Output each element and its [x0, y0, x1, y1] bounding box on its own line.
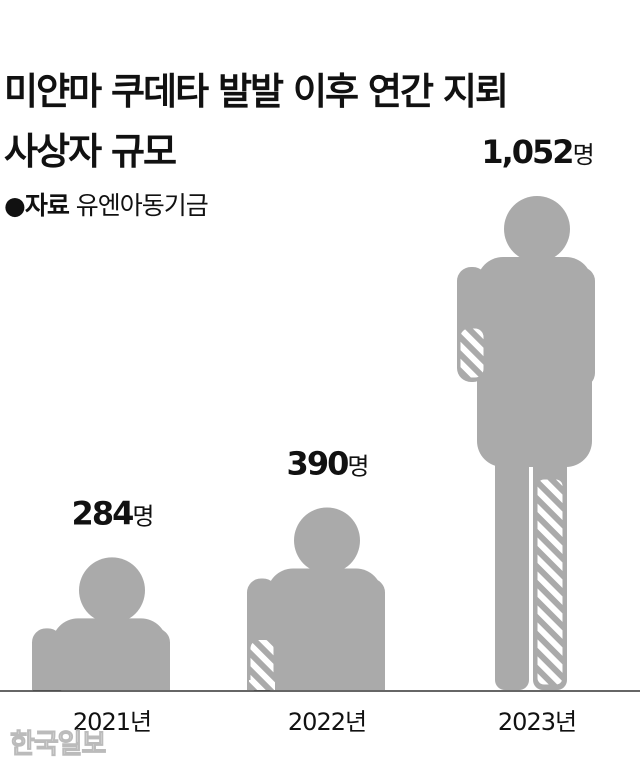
value-unit: 명 [132, 502, 152, 530]
value-number: 284 [72, 494, 134, 532]
value-number: 1,052 [481, 133, 572, 171]
figure-2022년 [247, 507, 385, 692]
x-tick-label: 2022년 [288, 708, 366, 736]
figure-left-arm-hatched [457, 325, 487, 381]
title-line-1: 미얀마 쿠데타 발발 이후 연간 지뢰 [4, 70, 509, 113]
figure-head [79, 557, 145, 624]
x-tick-label: 2021년 [73, 708, 151, 736]
figure-head [294, 507, 360, 574]
figure-right-arm-base [355, 676, 385, 690]
figure-left-arm-hatched-base [249, 680, 275, 690]
figure-2021년 [32, 557, 170, 692]
figure-right-arm [565, 267, 595, 387]
figure-right-arm [140, 628, 170, 690]
figure-right-arm [355, 578, 385, 690]
source-label: ●자료 [4, 191, 70, 220]
watermark-logo: 한국일보 [9, 729, 106, 761]
value-number: 390 [287, 444, 349, 482]
source-note: ●자료 유엔아동기금 [4, 186, 209, 222]
value-label: 390명 [287, 444, 368, 482]
figure-left-arm-base [32, 676, 62, 690]
figure-left-leg [495, 435, 529, 690]
value-label: 1,052명 [481, 133, 592, 171]
figure-left-arm [32, 628, 62, 690]
value-unit: 명 [347, 452, 367, 480]
source-text: 유엔아동기금 [75, 191, 209, 220]
figure-2023년 [457, 196, 595, 690]
figure-head [504, 196, 570, 262]
value-label: 284명 [72, 494, 153, 532]
figure-torso [267, 568, 382, 690]
x-tick-label: 2023년 [498, 708, 576, 736]
value-unit: 명 [573, 141, 593, 169]
figure-left-arm-hatched [32, 686, 62, 692]
figure-right-leg-hatched [534, 476, 566, 688]
figure-right-arm-base [140, 676, 170, 690]
title-line-2: 사상자 규모 [4, 130, 177, 173]
figure-torso [477, 257, 592, 467]
